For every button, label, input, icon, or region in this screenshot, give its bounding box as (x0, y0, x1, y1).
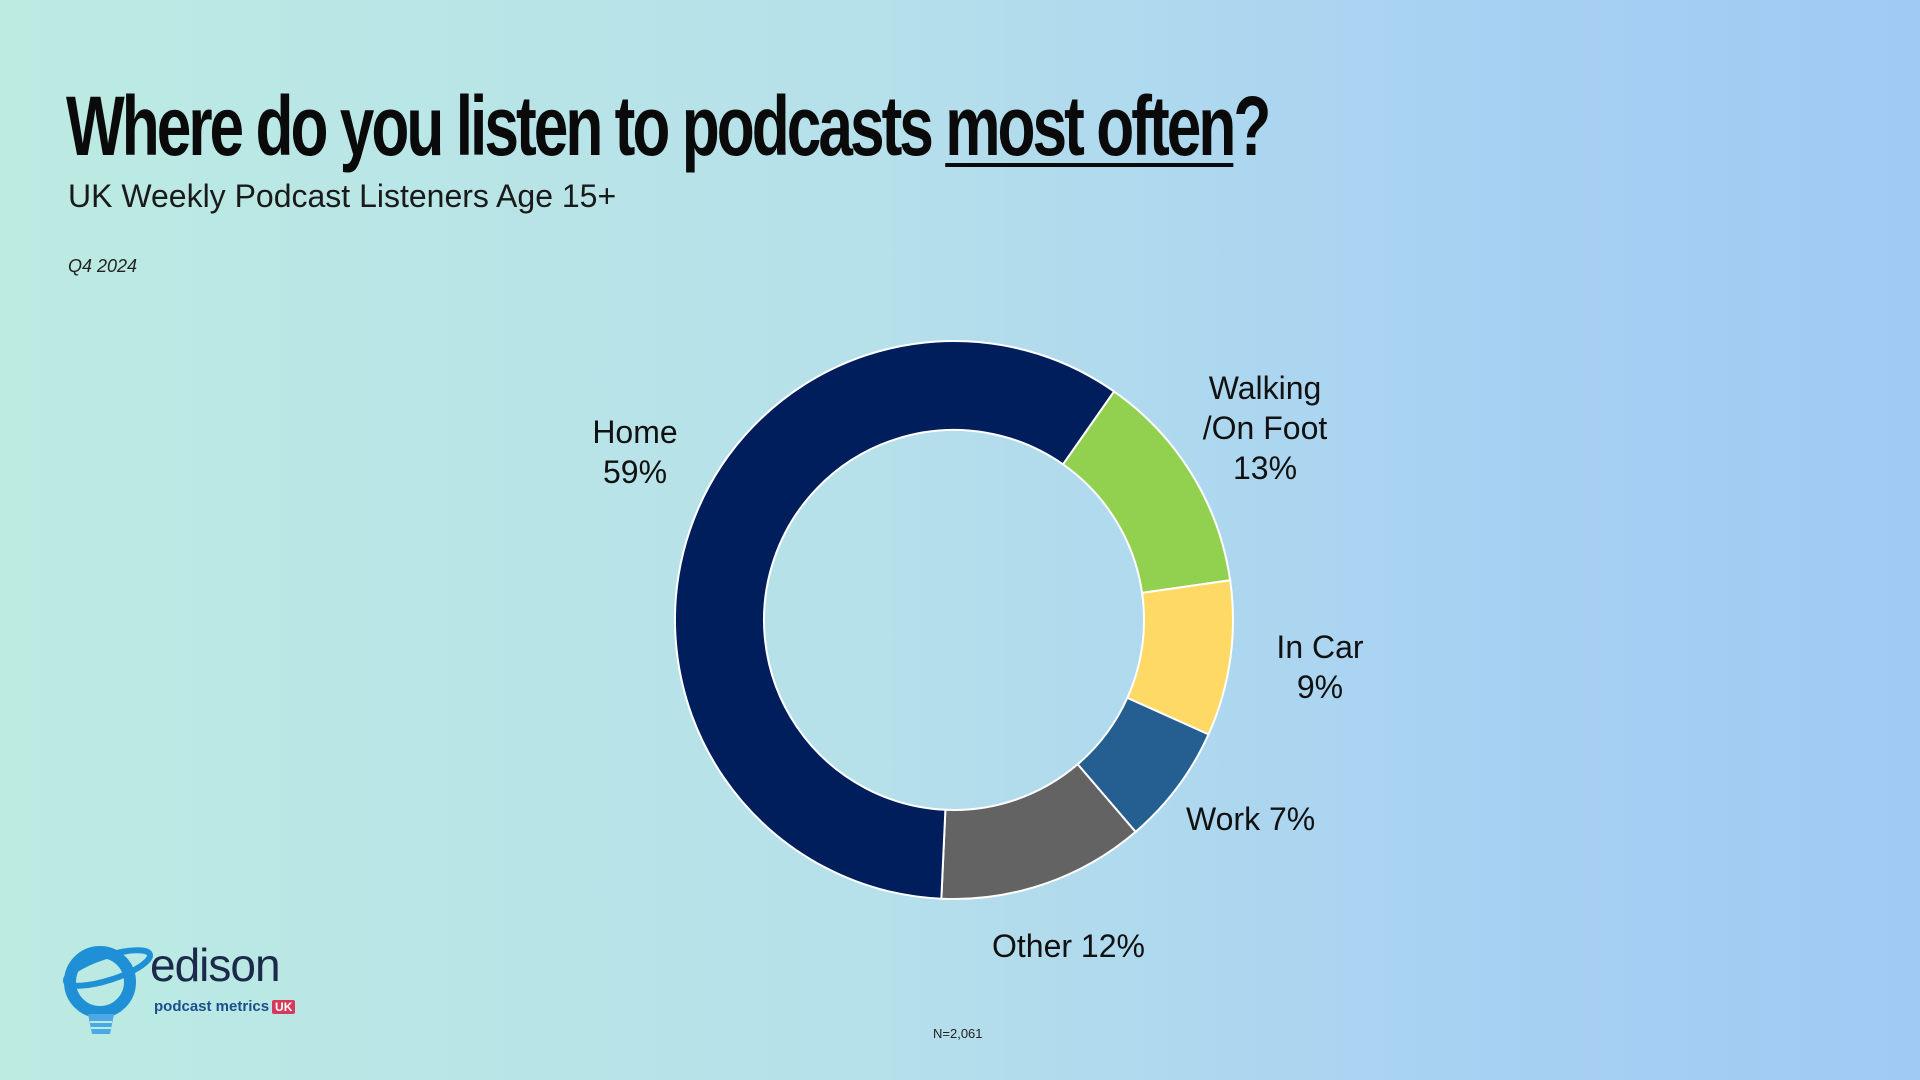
label-walking-line1: Walking (1208, 370, 1322, 406)
title-text-start: Where do you listen to podcasts (66, 79, 946, 173)
label-in-car: In Car 9% (1260, 627, 1380, 707)
label-work-text: Work 7% (1186, 801, 1316, 837)
label-home-name: Home (592, 414, 678, 450)
sample-size-note: N=2,061 (933, 1026, 983, 1041)
chart-title: Where do you listen to podcasts most oft… (66, 78, 1271, 175)
label-home-value: 59% (602, 454, 668, 490)
label-in-car-name: In Car (1276, 629, 1364, 665)
period-label: Q4 2024 (68, 256, 138, 276)
label-work: Work 7% (1186, 799, 1315, 839)
chart-subtitle: UK Weekly Podcast Listeners Age 15+ (68, 178, 617, 214)
label-walking-value: 13% (1232, 450, 1298, 486)
edison-logo: edison podcast metrics UK (58, 938, 318, 1038)
title-text-end: ? (1233, 79, 1271, 173)
slice-home (674, 340, 1116, 900)
brand-tagline-text: podcast metrics (154, 998, 270, 1015)
title-emphasis: most often (945, 79, 1236, 173)
label-in-car-value: 9% (1296, 669, 1344, 705)
brand-tagline: podcast metrics UK (154, 998, 296, 1015)
brand-region-badge: UK (272, 1000, 296, 1014)
label-other-text: Other 12% (992, 928, 1145, 964)
label-walking-line2: /On Foot (1202, 410, 1328, 446)
label-home: Home 59% (570, 412, 700, 492)
brand-wordmark: edison (150, 939, 281, 991)
label-other: Other 12% (992, 926, 1145, 966)
label-walking: Walking /On Foot 13% (1180, 368, 1350, 488)
lightbulb-logo-icon (62, 946, 154, 1034)
